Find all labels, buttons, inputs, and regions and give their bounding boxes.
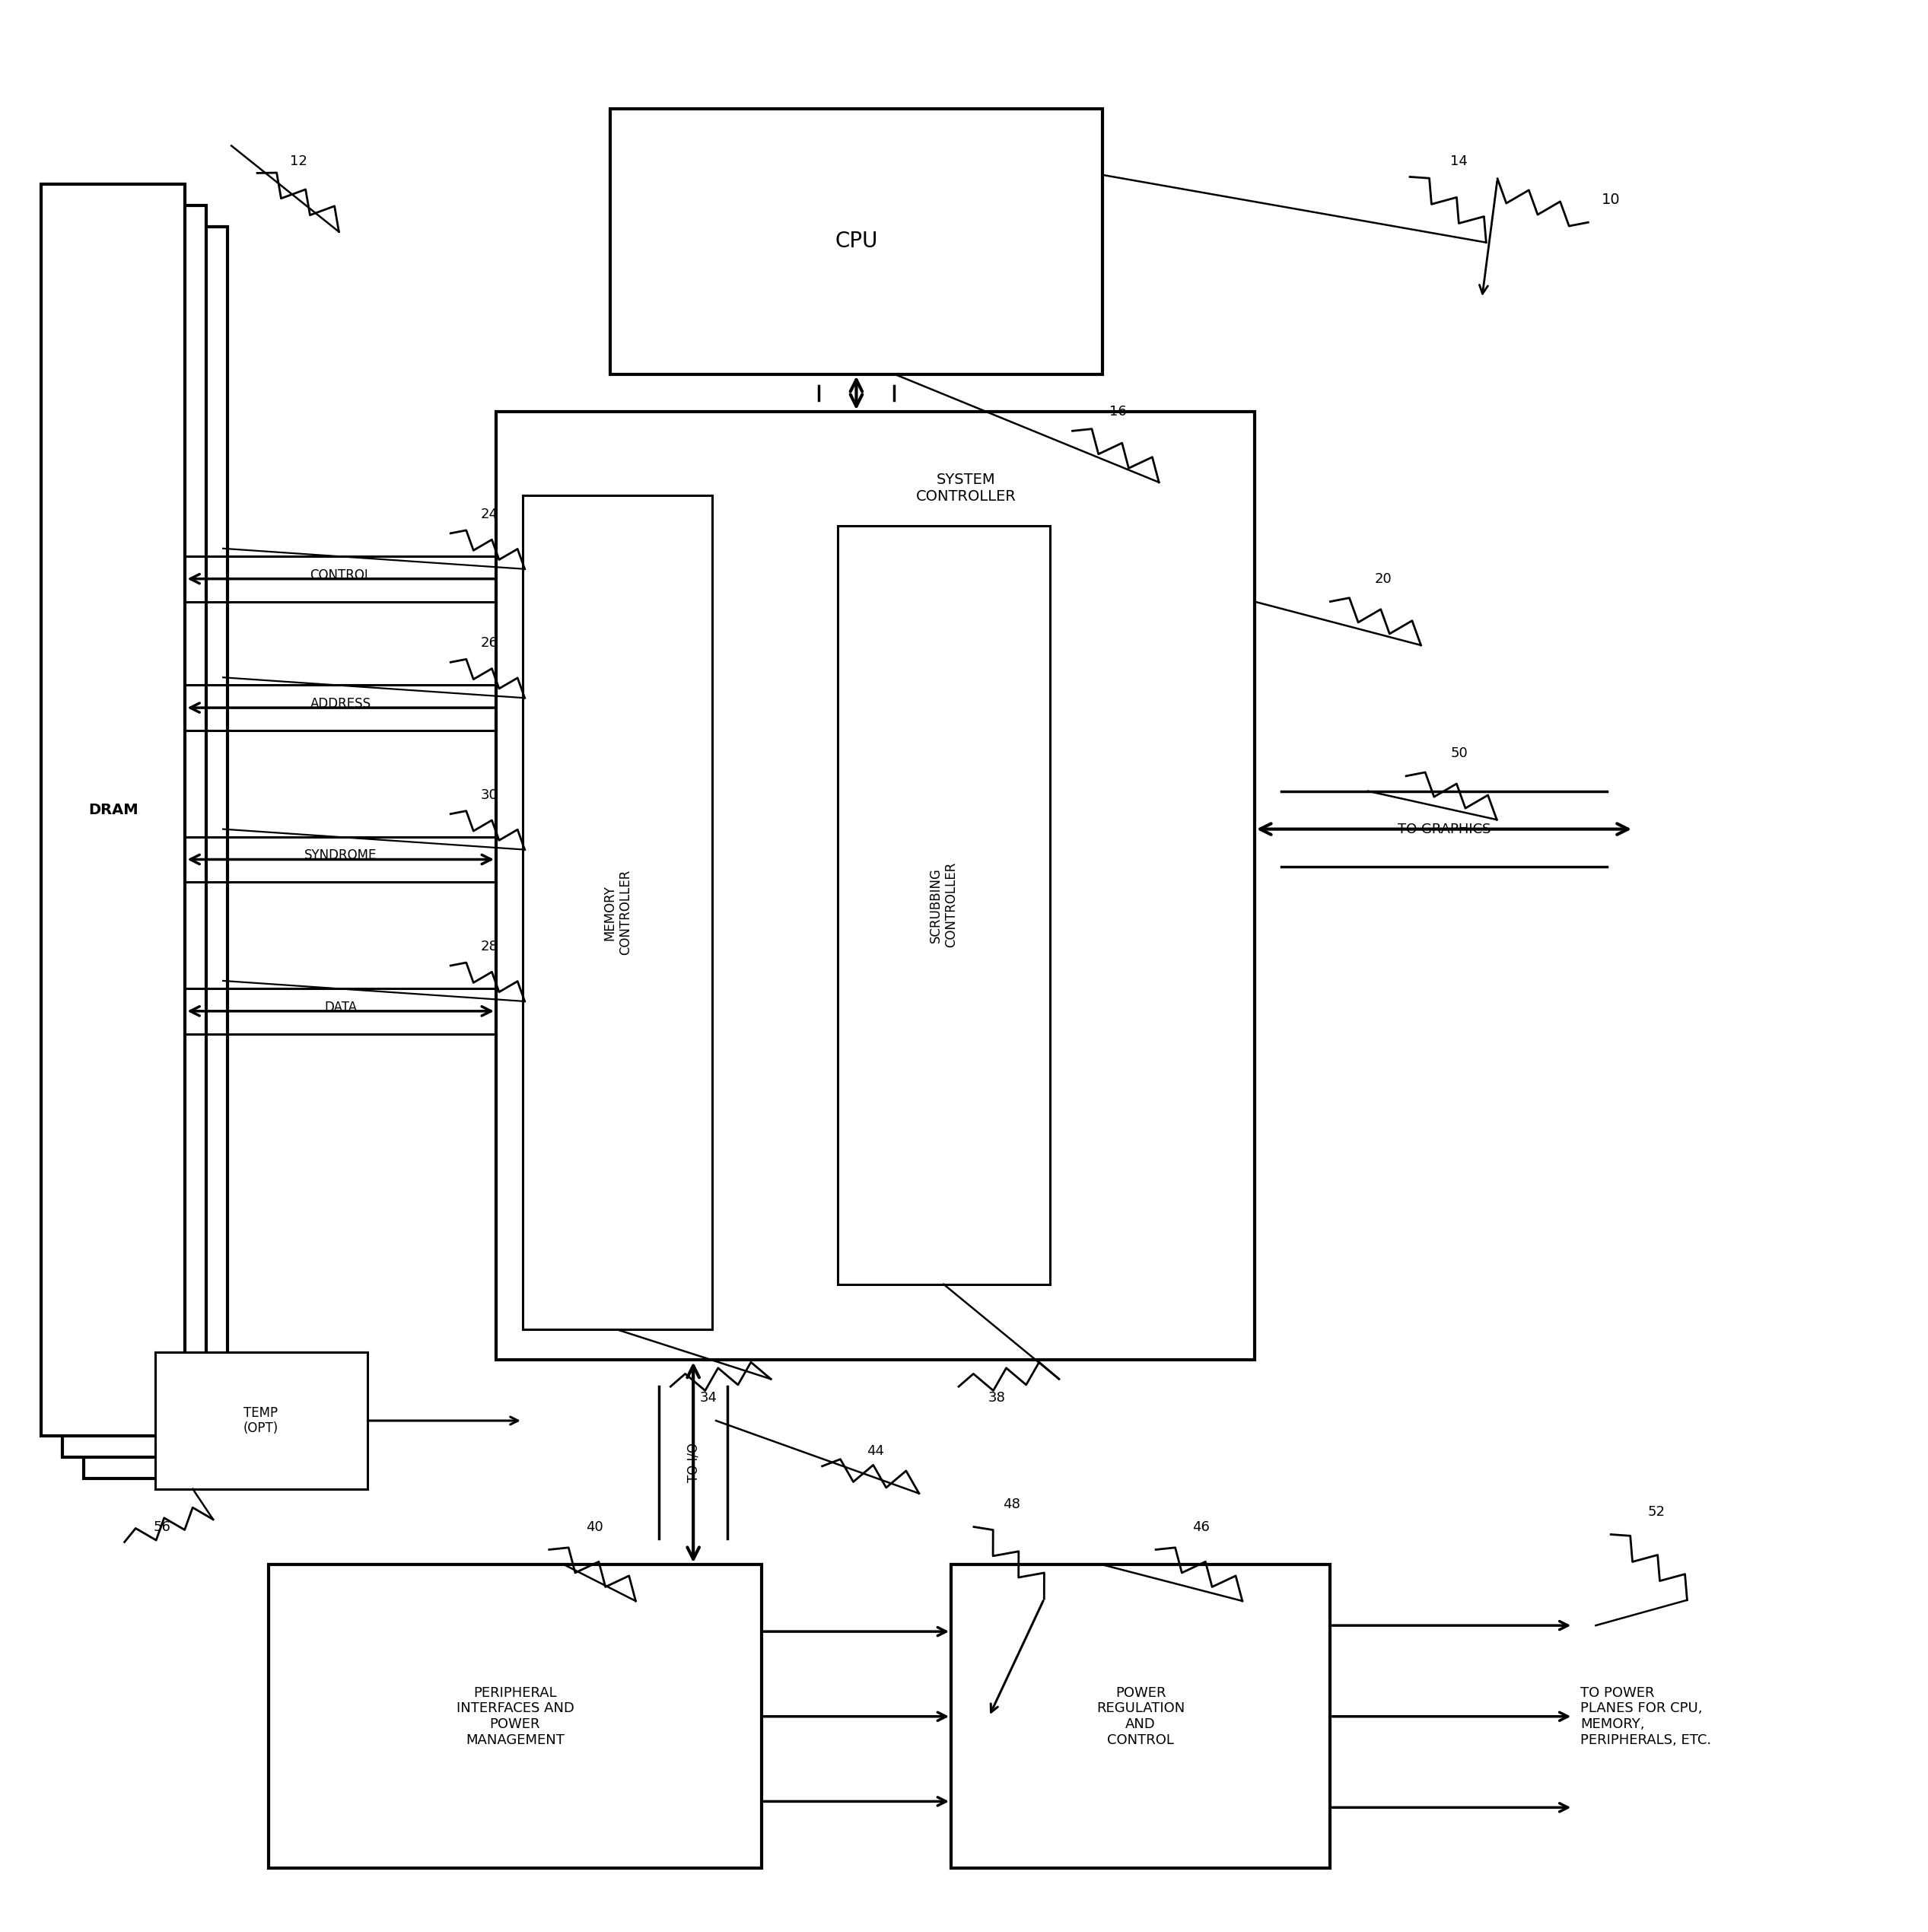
Text: TO I/O: TO I/O: [686, 1443, 700, 1482]
Text: DRAM: DRAM: [89, 804, 139, 817]
Text: PERIPHERAL
INTERFACES AND
POWER
MANAGEMENT: PERIPHERAL INTERFACES AND POWER MANAGEME…: [457, 1687, 575, 1747]
Text: 20: 20: [1375, 572, 1392, 585]
Text: 44: 44: [866, 1443, 885, 1459]
Text: 48: 48: [1003, 1497, 1020, 1511]
Bar: [154, 1352, 366, 1490]
Text: 14: 14: [1450, 155, 1467, 168]
Bar: [495, 412, 1255, 1360]
Text: MEMORY
CONTROLLER: MEMORY CONTROLLER: [603, 869, 632, 954]
Text: 34: 34: [700, 1391, 717, 1405]
Text: 12: 12: [291, 155, 308, 168]
Text: 28: 28: [480, 939, 497, 954]
Text: 50: 50: [1450, 746, 1467, 759]
Text: DATA: DATA: [324, 1001, 357, 1014]
Text: 46: 46: [1193, 1520, 1211, 1534]
Text: 38: 38: [987, 1391, 1004, 1405]
Bar: [522, 495, 711, 1329]
Text: SYNDROME: SYNDROME: [305, 848, 376, 862]
Text: SCRUBBING
CONTROLLER: SCRUBBING CONTROLLER: [929, 862, 958, 949]
Bar: [837, 526, 1049, 1285]
Text: CONTROL: CONTROL: [310, 568, 372, 582]
Bar: [40, 184, 185, 1435]
Text: POWER
REGULATION
AND
CONTROL: POWER REGULATION AND CONTROL: [1097, 1687, 1186, 1747]
Text: 26: 26: [480, 636, 497, 651]
Text: TO GRAPHICS: TO GRAPHICS: [1398, 823, 1490, 837]
Text: 30: 30: [480, 788, 497, 802]
Text: 56: 56: [154, 1520, 172, 1534]
Text: ADDRESS: ADDRESS: [310, 697, 370, 711]
Text: 10: 10: [1602, 193, 1620, 207]
Text: TO POWER
PLANES FOR CPU,
MEMORY,
PERIPHERALS, ETC.: TO POWER PLANES FOR CPU, MEMORY, PERIPHE…: [1581, 1687, 1712, 1747]
Bar: [268, 1565, 762, 1868]
Text: 16: 16: [1109, 406, 1126, 419]
Text: 52: 52: [1648, 1505, 1666, 1519]
Bar: [62, 205, 206, 1457]
Text: SYSTEM
CONTROLLER: SYSTEM CONTROLLER: [916, 471, 1016, 504]
Text: 40: 40: [586, 1520, 603, 1534]
Text: 24: 24: [480, 508, 499, 522]
Bar: [951, 1565, 1330, 1868]
Text: CPU: CPU: [835, 230, 877, 251]
Bar: [609, 108, 1103, 375]
Text: TEMP
(OPT): TEMP (OPT): [243, 1406, 280, 1435]
Bar: [83, 226, 228, 1478]
